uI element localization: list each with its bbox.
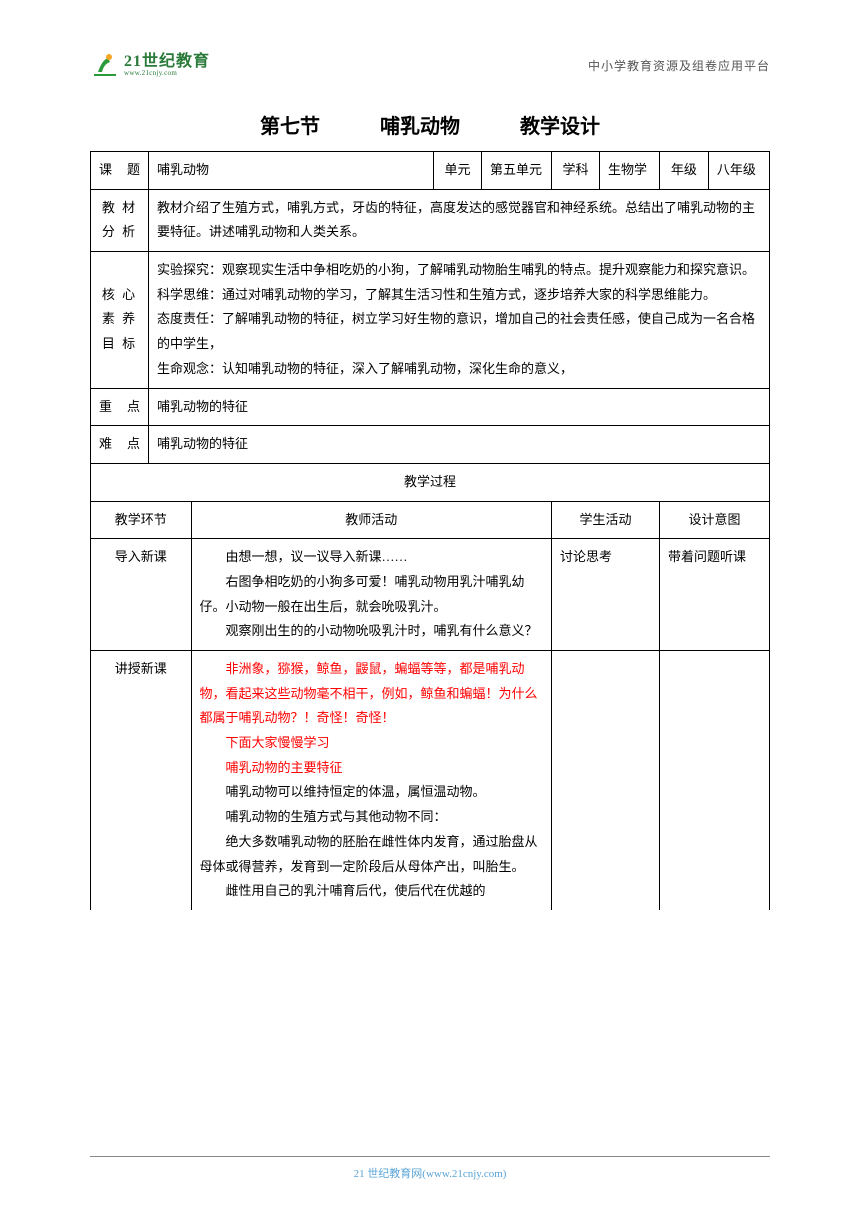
header-right-text: 中小学教育资源及组卷应用平台 (588, 57, 770, 74)
keypoint-row: 重点 哺乳动物的特征 (91, 388, 770, 426)
core-p2: 科学思维：通过对哺乳动物的学习，了解其生活习性和生殖方式，逐步培养大家的科学思维… (157, 283, 761, 308)
lesson-value: 哺乳动物 (149, 152, 434, 190)
core-p3: 态度责任：了解哺乳动物的特征，树立学习好生物的意识，增加自己的社会责任感，使自己… (157, 307, 761, 356)
teach-r3: 哺乳动物的主要特征 (200, 756, 544, 781)
intro-content: 由想一想，议一议导入新课…… 右图争相吃奶的小狗多可爱！哺乳动物用乳汁哺乳幼仔。… (191, 539, 552, 651)
difficulty-value: 哺乳动物的特征 (149, 426, 770, 464)
lesson-plan-table: 课题 哺乳动物 单元 第五单元 学科 生物学 年级 八年级 教 材分 析 教材介… (90, 151, 770, 910)
intro-student: 讨论思考 (552, 539, 660, 651)
core-label: 核 心素 养目 标 (91, 252, 149, 388)
subject-label: 学科 (552, 152, 600, 190)
unit-value: 第五单元 (482, 152, 552, 190)
material-content: 教材介绍了生殖方式，哺乳方式，牙齿的特征，高度发达的感觉器官和神经系统。总结出了… (149, 189, 770, 251)
process-header: 教学过程 (91, 463, 770, 501)
footer-text: 21 世纪教育网(www.21cnjy.com) (354, 1168, 507, 1180)
difficulty-label: 难点 (91, 426, 149, 464)
difficulty-row: 难点 哺乳动物的特征 (91, 426, 770, 464)
core-p1: 实验探究：观察现实生活中争相吃奶的小狗，了解哺乳动物胎生哺乳的特点。提升观察能力… (157, 258, 761, 283)
teach-l4: 哺乳动物可以维持恒定的体温，属恒温动物。 (200, 780, 544, 805)
intro-l2: 右图争相吃奶的小狗多可爱！哺乳动物用乳汁哺乳幼仔。小动物一般在出生后，就会吮吸乳… (200, 570, 544, 619)
keypoint-label: 重点 (91, 388, 149, 426)
material-row: 教 材分 析 教材介绍了生殖方式，哺乳方式，牙齿的特征，高度发达的感觉器官和神经… (91, 189, 770, 251)
subject-value: 生物学 (600, 152, 660, 190)
teach-intent (660, 651, 770, 910)
teach-content: 非洲象，猕猴，鲸鱼，鼹鼠，蝙蝠等等，都是哺乳动物，看起来这些动物毫不相干，例如，… (191, 651, 552, 910)
teach-l7: 雌性用自己的乳汁哺育后代，使后代在优越的 (200, 879, 544, 904)
intro-l3: 观察刚出生的的小动物吮吸乳汁时，哺乳有什么意义？ (200, 619, 544, 644)
intro-row: 导入新课 由想一想，议一议导入新课…… 右图争相吃奶的小狗多可爱！哺乳动物用乳汁… (91, 539, 770, 651)
teach-r1: 非洲象，猕猴，鲸鱼，鼹鼠，蝙蝠等等，都是哺乳动物，看起来这些动物毫不相干，例如，… (200, 657, 544, 731)
teach-r2: 下面大家慢慢学习 (200, 731, 544, 756)
grade-label: 年级 (660, 152, 709, 190)
title-section: 第七节 (260, 110, 320, 139)
core-content: 实验探究：观察现实生活中争相吃奶的小狗，了解哺乳动物胎生哺乳的特点。提升观察能力… (149, 252, 770, 388)
info-row: 课题 哺乳动物 单元 第五单元 学科 生物学 年级 八年级 (91, 152, 770, 190)
process-header-row: 教学过程 (91, 463, 770, 501)
title-topic: 哺乳动物 (380, 110, 460, 139)
process-col3: 学生活动 (552, 501, 660, 539)
intro-l1: 由想一想，议一议导入新课…… (200, 545, 544, 570)
core-p4: 生命观念：认知哺乳动物的特征，深入了解哺乳动物，深化生命的意义， (157, 357, 761, 382)
teach-l5: 哺乳动物的生殖方式与其他动物不同： (200, 805, 544, 830)
process-col4: 设计意图 (660, 501, 770, 539)
page-footer: 21 世纪教育网(www.21cnjy.com) (90, 1156, 770, 1181)
title-suffix: 教学设计 (520, 110, 600, 139)
core-row: 核 心素 养目 标 实验探究：观察现实生活中争相吃奶的小狗，了解哺乳动物胎生哺乳… (91, 252, 770, 388)
page-title: 第七节 哺乳动物 教学设计 (90, 110, 770, 139)
process-columns-row: 教学环节 教师活动 学生活动 设计意图 (91, 501, 770, 539)
teach-phase: 讲授新课 (91, 651, 192, 910)
grade-value: 八年级 (708, 152, 769, 190)
keypoint-value: 哺乳动物的特征 (149, 388, 770, 426)
teach-l6: 绝大多数哺乳动物的胚胎在雌性体内发育，通过胎盘从母体或得营养，发育到一定阶段后从… (200, 830, 544, 879)
teach-student (552, 651, 660, 910)
intro-phase: 导入新课 (91, 539, 192, 651)
logo-main-text: 21世纪教育 (124, 54, 210, 70)
teach-row: 讲授新课 非洲象，猕猴，鲸鱼，鼹鼠，蝙蝠等等，都是哺乳动物，看起来这些动物毫不相… (91, 651, 770, 910)
material-label: 教 材分 析 (91, 189, 149, 251)
logo-block: 21世纪教育 www.21cnjy.com (90, 50, 210, 80)
logo-sub-text: www.21cnjy.com (124, 70, 210, 77)
unit-label: 单元 (434, 152, 482, 190)
page-header: 21世纪教育 www.21cnjy.com 中小学教育资源及组卷应用平台 (90, 50, 770, 80)
process-col2: 教师活动 (191, 501, 552, 539)
intro-intent: 带着问题听课 (660, 539, 770, 651)
logo-text: 21世纪教育 www.21cnjy.com (124, 54, 210, 77)
lesson-label: 课题 (91, 152, 149, 190)
logo-icon (90, 50, 120, 80)
process-col1: 教学环节 (91, 501, 192, 539)
